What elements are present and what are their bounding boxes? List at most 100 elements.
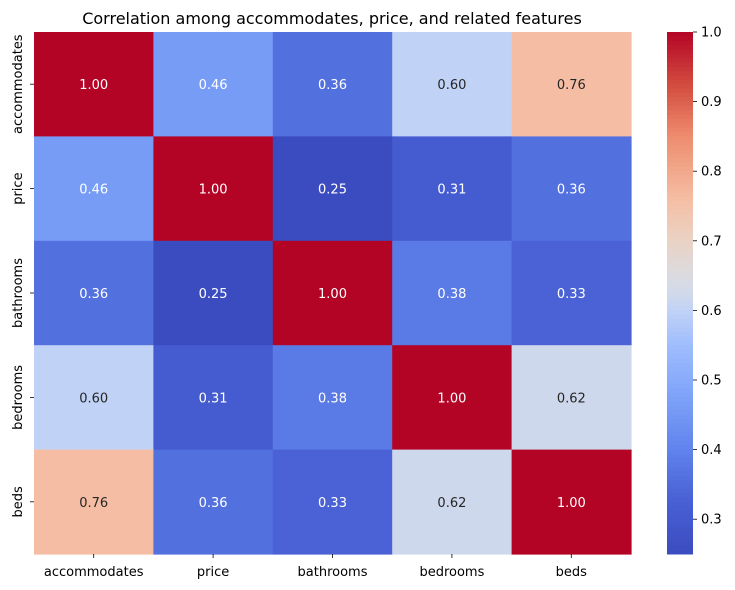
heatmap-cell-bedrooms-beds xyxy=(511,345,632,451)
colorbar-segment xyxy=(667,79,693,85)
colorbar-segment xyxy=(667,114,693,120)
colorbar-segment xyxy=(667,245,693,250)
colorbar-segment xyxy=(667,84,693,90)
cell-value-label: 0.62 xyxy=(437,496,466,511)
colorbar-segment xyxy=(667,253,693,259)
x-axis: accommodates price bathrooms bedrooms beds xyxy=(44,554,587,580)
heatmap-cell-accommodates-price xyxy=(153,32,274,137)
cell-value-label: 0.46 xyxy=(199,78,228,93)
colorbar-segment xyxy=(667,119,693,124)
cell-value-label: 0.36 xyxy=(557,183,586,198)
colorbar-segment xyxy=(667,371,693,377)
colorbar-segment xyxy=(667,92,693,98)
colorbar-segment xyxy=(667,210,693,216)
colorbar-segment xyxy=(667,501,693,507)
heatmap-cell-accommodates-bedrooms xyxy=(392,32,513,137)
colorbar-segment xyxy=(667,53,693,59)
colorbar-tick-label: 0.4 xyxy=(701,443,722,458)
y-tick-label-bathrooms: bathrooms xyxy=(11,258,26,328)
colorbar-segment xyxy=(667,175,693,181)
colorbar-segment xyxy=(667,514,693,520)
x-tick-label-accommodates: accommodates xyxy=(44,565,144,580)
cell-value-label: 1.00 xyxy=(318,287,347,302)
heatmap-cell-beds-price xyxy=(153,449,274,555)
cell-value-label: 0.25 xyxy=(199,287,228,302)
colorbar-segment xyxy=(667,493,693,498)
colorbar-segment xyxy=(667,445,693,451)
colorbar-segment xyxy=(667,75,693,81)
colorbar-segment xyxy=(667,475,693,481)
colorbar-segment xyxy=(667,66,693,72)
colorbar-segment xyxy=(667,197,693,203)
colorbar-segment xyxy=(667,462,693,468)
colorbar-segment xyxy=(667,262,693,268)
cell-value-label: 0.46 xyxy=(79,183,108,198)
cell-value-label: 0.60 xyxy=(437,78,466,93)
colorbar-segment xyxy=(667,219,693,224)
colorbar-segment xyxy=(667,319,693,324)
colorbar-tick-label: 0.8 xyxy=(701,165,722,180)
colorbar-segment xyxy=(667,332,693,337)
colorbar-segment xyxy=(667,519,693,525)
heatmap-cell-accommodates-beds xyxy=(511,32,632,137)
colorbar-segment xyxy=(667,497,693,503)
colorbar-segment xyxy=(667,362,693,368)
y-axis: accommodates price bathrooms bedrooms beds xyxy=(11,34,34,517)
colorbar-segment xyxy=(667,284,693,290)
cell-value-label: 0.36 xyxy=(79,287,108,302)
colorbar-segment xyxy=(667,149,693,155)
cell-value-label: 0.38 xyxy=(437,287,466,302)
colorbar-segment xyxy=(667,153,693,159)
colorbar-segment xyxy=(667,110,693,116)
colorbar-segment xyxy=(667,258,693,264)
colorbar-segment xyxy=(667,540,693,546)
heatmap-cell-beds-beds xyxy=(511,449,632,555)
colorbar-segment xyxy=(667,45,693,50)
y-tick-label-beds: beds xyxy=(11,486,26,518)
heatmap-cell-bathrooms-bedrooms xyxy=(392,240,513,346)
colorbar-segment xyxy=(667,227,693,233)
colorbar-segment xyxy=(667,71,693,76)
y-tick-label-bedrooms: bedrooms xyxy=(11,365,26,430)
colorbar-segment xyxy=(667,388,693,394)
colorbar-segment xyxy=(667,510,693,516)
colorbar-segment xyxy=(667,453,693,459)
cell-value-label: 0.31 xyxy=(199,391,228,406)
colorbar-segment xyxy=(667,136,693,142)
colorbar-segment xyxy=(667,401,693,407)
y-tick-label-price: price xyxy=(11,172,26,204)
colorbar-segment xyxy=(667,353,693,359)
cell-value-label: 1.00 xyxy=(199,183,228,198)
colorbar-segment xyxy=(667,488,693,494)
colorbar-segment xyxy=(667,140,693,146)
colorbar-segment xyxy=(667,480,693,485)
colorbar-segment xyxy=(667,279,693,285)
colorbar-segment xyxy=(667,275,693,281)
heatmap-cell-price-price xyxy=(153,136,274,242)
colorbar-segment xyxy=(667,458,693,464)
colorbar-segment xyxy=(667,366,693,372)
heatmap-cell-price-bedrooms xyxy=(392,136,513,242)
cell-value-label: 0.76 xyxy=(557,78,586,93)
x-tick-label-bedrooms: bedrooms xyxy=(419,565,484,580)
colorbar-segment xyxy=(667,232,693,237)
colorbar-tick-label: 0.5 xyxy=(701,374,722,389)
colorbar-tick-label: 0.6 xyxy=(701,304,722,319)
colorbar-segment xyxy=(667,410,693,416)
heatmap-cell-bedrooms-bathrooms xyxy=(272,345,393,451)
cell-value-label: 1.00 xyxy=(557,496,586,511)
colorbar-segment xyxy=(667,449,693,455)
colorbar-segment xyxy=(667,97,693,103)
heatmap-cell-price-beds xyxy=(511,136,632,242)
colorbar-segment xyxy=(667,397,693,403)
colorbar-segment xyxy=(667,293,693,298)
colorbar-segment xyxy=(667,484,693,490)
colorbar-segment xyxy=(667,249,693,255)
colorbar-segment xyxy=(667,380,693,385)
x-tick-label-price: price xyxy=(197,565,229,580)
heatmap-cell-accommodates-accommodates xyxy=(34,32,154,137)
colorbar-segment xyxy=(667,32,693,37)
colorbar-segment xyxy=(667,297,693,303)
heatmap-cell-bedrooms-price xyxy=(153,345,274,451)
